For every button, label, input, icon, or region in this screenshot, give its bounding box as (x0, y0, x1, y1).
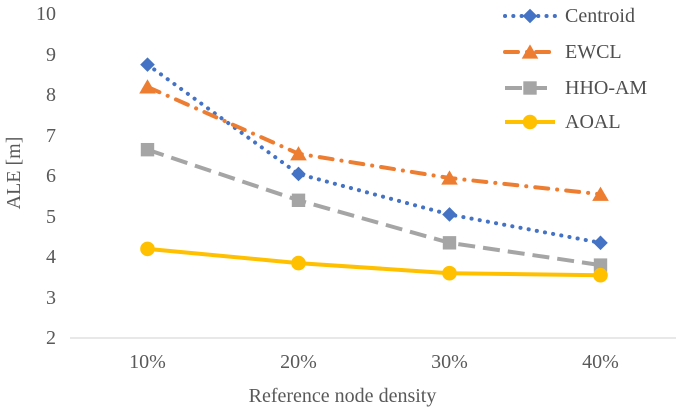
y-axis-tick-label: 9 (46, 43, 56, 66)
legend-item-aoal: AOAL (503, 107, 621, 137)
aoal-legend-swatch-icon (505, 114, 555, 130)
x-axis-tick-label: 40% (582, 351, 619, 373)
legend-item-centroid: Centroid (503, 1, 635, 31)
legend-label: AOAL (565, 110, 621, 133)
legend-label: Centroid (565, 4, 635, 27)
hho-am-legend-swatch-icon (505, 81, 555, 95)
x-axis-tick-label: 30% (431, 351, 468, 373)
y-axis-tick-label: 10 (36, 3, 56, 25)
centroid-legend-swatch-icon (503, 8, 557, 24)
legend-label: HHO-AM (565, 76, 648, 99)
y-axis-tick-label: 2 (46, 327, 56, 349)
legend-label: EWCL (565, 40, 622, 63)
y-axis-tick-label: 4 (46, 246, 56, 268)
ewcl-legend-swatch-icon (503, 44, 557, 59)
y-axis-tick-label: 7 (46, 124, 56, 147)
x-axis-tick-label: 20% (280, 351, 317, 373)
y-axis-tick-label: 3 (46, 286, 56, 309)
y-axis-tick-label: 5 (46, 205, 56, 228)
y-axis-tick-label: 8 (46, 84, 56, 106)
legend: Centroid EWCL HHO-AM AOAL (503, 0, 685, 140)
y-axis-tick-label: 6 (46, 165, 56, 187)
x-axis-tick-label: 10% (129, 351, 166, 373)
legend-item-ewcl: EWCL (503, 37, 622, 67)
legend-item-hho-am: HHO-AM (503, 73, 647, 103)
x-axis-title: Reference node density (248, 385, 437, 407)
